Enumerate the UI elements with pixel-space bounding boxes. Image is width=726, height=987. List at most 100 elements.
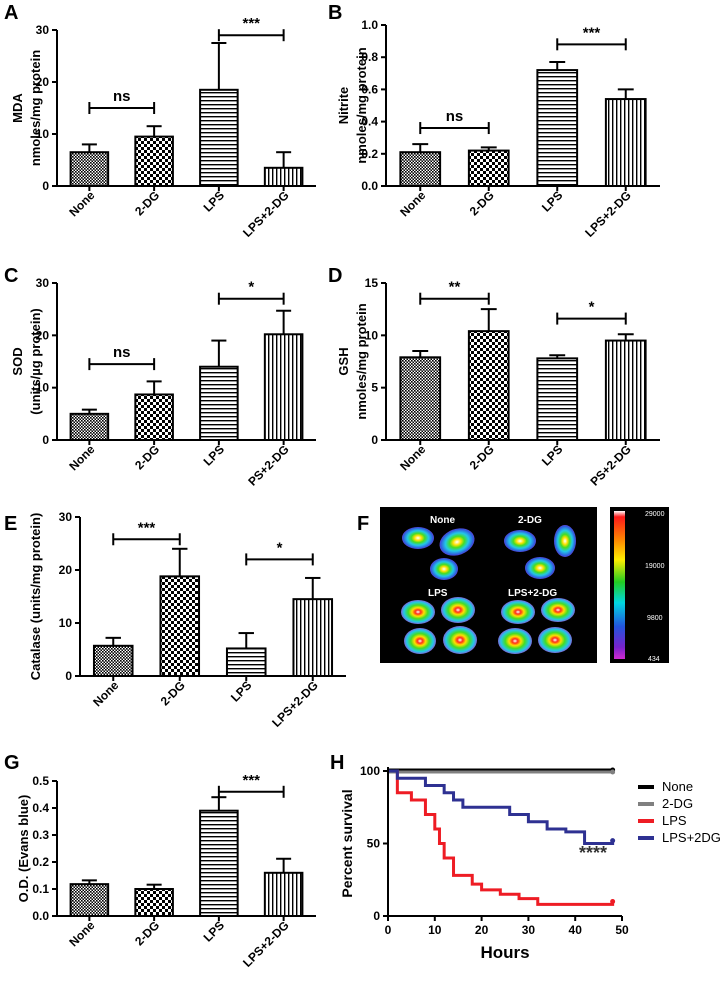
imaging-label-2dg: 2-DG [518, 515, 542, 526]
x-category-label: None [66, 442, 97, 473]
x-tick-label: 40 [569, 923, 583, 937]
significance-label: *** [138, 519, 156, 536]
x-category-label: LPS [539, 442, 565, 468]
legend-label: LPS [662, 813, 687, 828]
x-category-label: LPS+2-DG [240, 188, 292, 240]
panel-letter-a: A [4, 2, 18, 24]
bar-lps [199, 809, 239, 918]
significance-label: ns [446, 108, 464, 125]
bar-lps-2-dg [263, 166, 304, 188]
significance-label: *** [242, 772, 260, 789]
panel-letter-h: H [330, 752, 344, 774]
y-tick-label: 100 [360, 764, 380, 778]
panel-letter-d: D [328, 265, 342, 287]
y-axis-label: GSH [336, 347, 351, 375]
y-tick-label: 30 [36, 276, 50, 290]
y-tick-label: 1.0 [361, 18, 378, 32]
bar-2-dg [467, 330, 510, 441]
imaging-label-lps-2dg: LPS+2-DG [508, 588, 557, 599]
y-tick-label: 10 [365, 328, 379, 342]
panel-letter-c: C [4, 265, 18, 287]
panel-e-catalase-chart: 0 10 20 30 None 2-DG LPS LPS+2-DG Catalase (unit… [28, 510, 346, 730]
x-category-label: 2-DG [158, 678, 188, 708]
legend-label: None [662, 779, 693, 794]
bar-lps [536, 357, 579, 441]
x-category-label: LPS [201, 188, 227, 214]
y-axis-label: SOD [10, 347, 25, 375]
organ-image [401, 600, 435, 624]
y-tick-label: 0.3 [32, 828, 49, 842]
panel-g-evans-blue-chart: 0.0 0.1 0.2 0.3 0.4 0.5 None 2-DG LPS LPS+2-DG O.D… [16, 772, 316, 970]
significance-label: ns [113, 88, 131, 105]
significance-label: ns [113, 344, 131, 361]
y-tick-label: 0.4 [32, 801, 49, 815]
organ-image [541, 598, 575, 622]
y-tick-label: 20 [59, 563, 73, 577]
y-tick-label: 50 [367, 837, 381, 851]
bar-lps [225, 647, 267, 678]
organ-image [504, 530, 536, 552]
x-category-label: LPS+2-DG [240, 918, 292, 970]
y-axis-label: nmoles/mg protein [28, 50, 43, 166]
y-tick-label: 0.2 [361, 147, 378, 161]
x-tick-label: 50 [615, 923, 629, 937]
significance-annotation: **** [579, 843, 607, 863]
x-category-label: None [397, 188, 428, 219]
y-tick-label: 0 [42, 433, 49, 447]
organ-image [498, 628, 532, 654]
x-category-label: None [66, 188, 97, 219]
bar-lps-2-dg [604, 339, 647, 442]
y-tick-label: 30 [59, 510, 73, 524]
panel-b-nitrite-chart: 0.0 0.2 0.4 0.6 0.8 1.0 None 2-DG LPS LPS+2-DG Nit… [336, 18, 660, 240]
legend-label: 2-DG [662, 796, 693, 811]
y-tick-label: 0.0 [361, 179, 378, 193]
bar-2-dg [159, 575, 201, 677]
x-category-label: LPS [539, 188, 565, 214]
x-category-label: 2-DG [132, 918, 162, 948]
y-tick-label: 0 [65, 669, 72, 683]
panel-d-gsh-chart: 0 5 10 15 None 2-DG LPS PS+2-DG GSH nmoles/mg pro… [336, 276, 660, 489]
organ-image [402, 527, 434, 549]
bar-2-dg [134, 393, 174, 441]
bar-none [69, 412, 110, 442]
x-category-label: LPS+2-DG [269, 678, 321, 730]
organ-image [404, 628, 436, 654]
y-tick-label: 10 [59, 616, 73, 630]
x-category-label: 2-DG [132, 188, 162, 218]
x-category-label: 2-DG [467, 442, 497, 472]
bar-2-dg [134, 135, 174, 188]
significance-label: ** [449, 279, 461, 296]
bar-none [399, 356, 442, 441]
bar-none [92, 644, 134, 677]
x-category-label: None [397, 442, 428, 473]
y-tick-label: 0 [42, 179, 49, 193]
x-category-label: None [66, 918, 97, 949]
panel-h-survival-chart: 0 50 100 0 10 20 30 40 50 Hours Percent survival **… [339, 764, 721, 962]
x-category-label: 2-DG [132, 442, 162, 472]
x-category-label: 2-DG [467, 188, 497, 218]
panel-a-mda-chart: 0 10 20 30 None 2-DG LPS LPS+2-DG MDA nmoles/mg p… [10, 15, 316, 240]
significance-label: *** [583, 24, 601, 41]
organ-image [443, 626, 477, 654]
y-tick-label: 0 [373, 909, 380, 923]
bar-lps-2-dg [604, 98, 647, 187]
organ-image [501, 600, 535, 624]
y-axis-label: O.D. (Evans blue) [16, 795, 31, 903]
y-axis-label: MDA [10, 93, 25, 123]
organ-image [525, 557, 555, 579]
y-axis-label: Nitrite [336, 87, 351, 125]
bar-lps-2-dg [292, 598, 334, 678]
survival-endpoint [610, 838, 616, 844]
y-tick-label: 0.0 [32, 909, 49, 923]
y-axis-label: Catalase (units/mg protein) [28, 513, 43, 681]
organ-image [554, 525, 576, 557]
y-tick-label: 20 [36, 328, 50, 342]
x-category-label: PS+2-DG [245, 442, 291, 488]
y-tick-label: 0.2 [32, 855, 49, 869]
organ-image [430, 558, 458, 580]
bar-none [399, 151, 442, 188]
panel-letter-e: E [4, 513, 17, 535]
x-category-label: PS+2-DG [587, 442, 633, 488]
survival-line-lps-2dg [388, 769, 615, 845]
survival-endpoint [610, 899, 616, 904]
